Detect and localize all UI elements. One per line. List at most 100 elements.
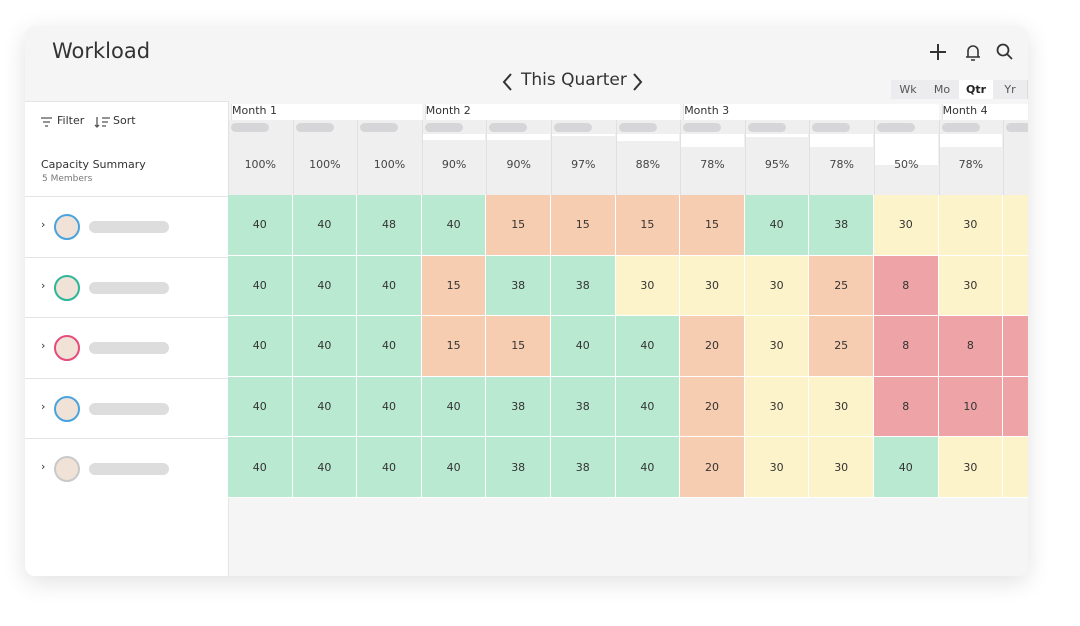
column-header — [938, 120, 1004, 195]
workload-cell: 40 — [357, 376, 422, 438]
workload-cell: 8 — [874, 255, 939, 317]
column-label-placeholder — [812, 123, 851, 132]
workload-cell: 25 — [809, 316, 874, 377]
workload-cell: 15 — [486, 316, 551, 377]
capacity-label: 100% — [244, 158, 277, 171]
month-label: Month 4 — [941, 104, 1028, 120]
capacity-label: 95% — [764, 158, 790, 171]
workload-cell: 30 — [938, 437, 1004, 498]
workload-cell: 38 — [486, 255, 551, 317]
header-icons — [930, 43, 1013, 61]
workload-cell: 30 — [938, 195, 1004, 256]
filter-button[interactable]: Filter — [57, 114, 85, 127]
capacity-label: 100% — [309, 158, 341, 171]
workload-cell: 30 — [744, 437, 810, 498]
workload-cell — [1003, 316, 1028, 377]
workload-cell: 15 — [680, 195, 745, 256]
capacity-label: 90% — [441, 158, 467, 171]
workload-cell: 40 — [228, 437, 293, 498]
workload-cell: 38 — [486, 376, 551, 438]
capacity-label: 90% — [506, 158, 531, 171]
member-row: › — [25, 317, 228, 378]
capacity-label: 97% — [571, 158, 596, 171]
prev-button[interactable] — [502, 73, 512, 91]
member-row: › — [25, 256, 228, 318]
workload-cell: 30 — [615, 255, 681, 317]
avatar — [54, 214, 80, 240]
next-button[interactable] — [633, 73, 643, 91]
workload-cell: 40 — [292, 437, 358, 498]
avatar — [54, 274, 80, 301]
view-button[interactable]: Wk — [891, 80, 926, 99]
column-label-placeholder — [360, 123, 399, 132]
column-header — [744, 120, 810, 195]
expand-button[interactable]: › — [41, 399, 46, 413]
expand-button[interactable]: › — [41, 460, 46, 474]
workload-cell: 40 — [357, 437, 422, 498]
toolbar-icons — [41, 117, 110, 128]
workload-card: Workload This Quarter Filter Sort Capaci… — [25, 26, 1028, 576]
expand-button[interactable]: › — [41, 339, 46, 353]
workload-cell: 30 — [744, 255, 810, 317]
name-placeholder — [89, 402, 169, 415]
summary-members: 5 Members — [42, 174, 93, 184]
expand-button[interactable]: › — [41, 278, 46, 292]
column-header — [615, 120, 681, 195]
period-nav — [502, 73, 643, 91]
workload-cell: 15 — [551, 195, 616, 256]
capacity-label: 100% — [373, 158, 406, 171]
workload-cell: 15 — [615, 195, 681, 256]
column-header — [421, 120, 487, 195]
workload-cell: 38 — [551, 437, 616, 498]
search-icon[interactable] — [996, 43, 1010, 57]
workload-cell: 30 — [809, 437, 874, 498]
workload-cell: 40 — [228, 195, 293, 256]
column-label-placeholder — [941, 123, 980, 132]
view-button[interactable]: Mo — [925, 80, 960, 99]
column-label-placeholder — [489, 123, 528, 132]
column-label-placeholder — [747, 123, 786, 132]
workload-cell: 30 — [680, 255, 745, 317]
name-placeholder — [89, 221, 169, 233]
capacity-bar — [616, 134, 680, 142]
workload-cell: 15 — [486, 195, 551, 256]
column-label-placeholder — [683, 123, 722, 132]
view-button[interactable]: Qtr — [959, 80, 994, 99]
expand-button[interactable]: › — [41, 218, 46, 231]
workload-cell: 15 — [421, 255, 487, 317]
column-header — [809, 120, 874, 195]
name-placeholder — [89, 281, 169, 294]
workload-cell: 40 — [292, 255, 358, 317]
workload-cell: 8 — [874, 316, 939, 377]
capacity-bar — [875, 134, 938, 165]
summary-title: Capacity Summary — [41, 158, 146, 171]
workload-cell: 40 — [228, 316, 293, 377]
workload-cell — [1003, 376, 1028, 438]
add-icon[interactable] — [930, 44, 946, 60]
workload-cell: 30 — [938, 255, 1004, 317]
workload-cell: 40 — [292, 376, 358, 438]
workload-cell: 40 — [292, 195, 358, 256]
workload-cell: 20 — [680, 376, 745, 438]
name-placeholder — [89, 342, 169, 355]
capacity-bar — [810, 134, 873, 148]
capacity-bar — [939, 134, 1003, 148]
avatar — [54, 335, 80, 362]
column-header — [228, 120, 293, 195]
workload-cell: 30 — [874, 195, 939, 256]
capacity-bar — [552, 134, 615, 136]
column-header — [680, 120, 745, 195]
capacity-label: 78% — [700, 158, 725, 171]
workload-grid: Month 1 Month 2 Month 3 Month 4 100% 100% 100%… — [228, 101, 1028, 576]
capacity-label: 50% — [894, 158, 919, 171]
column-label-placeholder — [295, 123, 334, 132]
sort-button[interactable]: Sort — [113, 114, 136, 127]
member-row: › — [25, 438, 228, 499]
capacity-bar — [681, 134, 744, 148]
workload-cell — [1003, 255, 1028, 317]
view-button[interactable]: Yr — [993, 80, 1028, 99]
period-label: This Quarter — [521, 70, 627, 90]
avatar — [54, 395, 80, 422]
workload-cell — [1003, 437, 1028, 498]
bell-icon[interactable] — [966, 45, 980, 61]
